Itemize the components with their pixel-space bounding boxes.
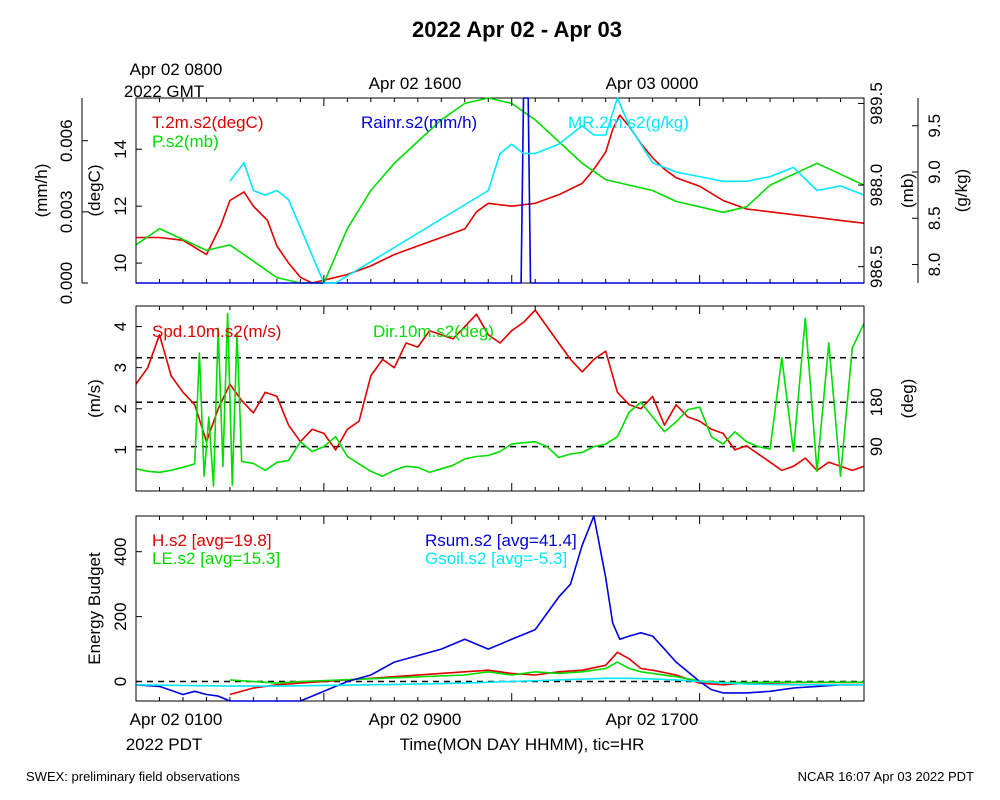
axis-tick-label: 1 bbox=[111, 445, 130, 454]
axis-tick-label: 0.000 bbox=[57, 262, 76, 305]
bottom-time-label: Apr 02 1700 bbox=[606, 710, 699, 729]
axis-title: (degC) bbox=[85, 165, 104, 217]
axis-tick-label: 989.5 bbox=[867, 82, 886, 125]
bottom-time-label: Apr 02 0900 bbox=[369, 710, 462, 729]
axis-tick-label: 200 bbox=[111, 602, 130, 630]
axis-tick-label: 0 bbox=[111, 677, 130, 686]
axis-tick-label: 2 bbox=[111, 404, 130, 413]
axis-title: Energy Budget bbox=[85, 552, 104, 665]
axis-tick-label: 400 bbox=[111, 538, 130, 566]
axis-tick-label: 4 bbox=[111, 322, 130, 331]
bottom-time-axis-labels: Apr 02 0100 2022 PDT Apr 02 0900 Apr 02 … bbox=[126, 710, 699, 754]
series-line-le-s2 bbox=[229, 661, 864, 684]
axis-tick-label: 988.0 bbox=[867, 164, 886, 207]
bottom-time-label: Apr 02 0100 bbox=[130, 710, 223, 729]
axis-tick-label: 0.006 bbox=[57, 119, 76, 162]
wind-panel: 1 2 3 4 (m/s) 90 180 (deg) Spd.10m.s2(m/s) Dir.… bbox=[85, 305, 917, 492]
axis-tick-label: 10 bbox=[111, 254, 130, 273]
series-line-p-s2 bbox=[135, 97, 865, 284]
top-time-label-sub: 2022 GMT bbox=[124, 82, 204, 101]
axis-tick-label: 8.0 bbox=[925, 253, 944, 277]
legend-latent-heat: LE.s2 [avg=15.3] bbox=[152, 549, 280, 568]
legend-mixing-ratio: MR.2m.s2(g/kg) bbox=[568, 113, 689, 132]
axis-title: (deg) bbox=[898, 379, 917, 419]
axis-tick-label: 180 bbox=[867, 388, 886, 416]
x-axis-title: Time(MON DAY HHMM), tic=HR bbox=[400, 735, 645, 754]
legend-pressure: P.s2(mb) bbox=[152, 132, 219, 151]
axis-title: (g/kg) bbox=[952, 169, 971, 212]
axis-tick-label: 9.5 bbox=[925, 114, 944, 138]
axis-title: (mb) bbox=[898, 173, 917, 208]
axis-tick-label: 8.5 bbox=[925, 206, 944, 230]
energy-panel: 0 200 400 Energy Budget H.s2 [avg=19.8] LE.… bbox=[85, 515, 865, 702]
figure-title: 2022 Apr 02 - Apr 03 bbox=[412, 17, 622, 42]
axis-tick-label: 3 bbox=[111, 363, 130, 372]
legend-sensible-heat: H.s2 [avg=19.8] bbox=[152, 531, 272, 550]
top-time-label: Apr 02 0800 bbox=[130, 60, 223, 79]
series-line-t-2m-s2 bbox=[136, 114, 865, 284]
bottom-time-label-sub: 2022 PDT bbox=[126, 735, 203, 754]
series-line-rainr-s2 bbox=[136, 97, 864, 284]
axis-tick-label: 0.003 bbox=[57, 191, 76, 234]
series-line-gsoil-s2 bbox=[135, 677, 864, 687]
top-time-label: Apr 03 0000 bbox=[606, 74, 699, 93]
axis-title: (mm/h) bbox=[32, 164, 51, 218]
series-line-h-s2 bbox=[229, 651, 864, 696]
top-time-label: Apr 02 1600 bbox=[369, 74, 462, 93]
axis-tick-label: 9.0 bbox=[925, 160, 944, 184]
axis-tick-label: 90 bbox=[867, 437, 886, 456]
top-time-axis-labels: Apr 02 0800 2022 GMT Apr 02 1600 Apr 03 … bbox=[124, 60, 698, 101]
axis-tick-label: 14 bbox=[111, 140, 130, 159]
footer-left-note: SWEX: preliminary field observations bbox=[26, 769, 240, 784]
axis-title: (m/s) bbox=[85, 379, 104, 418]
axis-tick-label: 986.5 bbox=[867, 245, 886, 288]
legend-rainrate: Rainr.s2(mm/h) bbox=[361, 113, 477, 132]
series-line-dir-10m-s2 bbox=[135, 312, 865, 487]
met-panel: 0.000 0.003 0.006 (mm/h) 10 12 14 (degC) 986.5 98… bbox=[32, 82, 971, 304]
series-line-mr-2m-s2 bbox=[229, 97, 865, 284]
legend-soil-heat: Gsoil.s2 [avg=-5.3] bbox=[425, 549, 567, 568]
legend-net-radiation: Rsum.s2 [avg=41.4] bbox=[425, 531, 577, 550]
series-line-rsum-s2 bbox=[135, 515, 864, 702]
legend-wind-speed: Spd.10m.s2(m/s) bbox=[152, 322, 281, 341]
footer-right-note: NCAR 16:07 Apr 03 2022 PDT bbox=[798, 769, 974, 784]
series-line-spd-10m-s2 bbox=[135, 309, 865, 472]
legend-wind-direction: Dir.10m.s2(deg) bbox=[373, 322, 494, 341]
legend-t2m: T.2m.s2(degC) bbox=[152, 113, 263, 132]
axis-tick-label: 12 bbox=[111, 197, 130, 216]
